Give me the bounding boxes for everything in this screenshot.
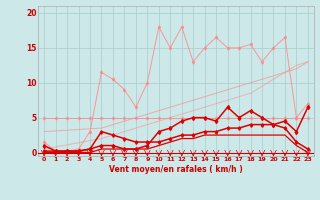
X-axis label: Vent moyen/en rafales ( km/h ): Vent moyen/en rafales ( km/h ) <box>109 165 243 174</box>
